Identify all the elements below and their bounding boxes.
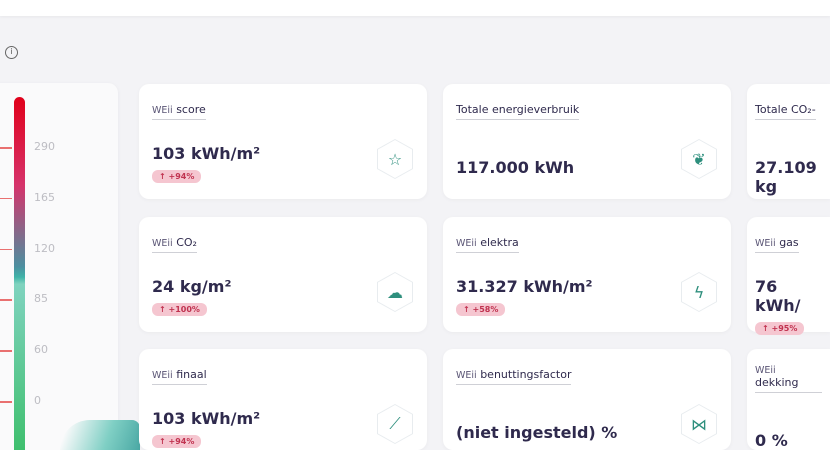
card-label-prefix: WEii bbox=[456, 238, 477, 249]
kpi-card[interactable]: Totale CO₂- 27.109 kg bbox=[747, 84, 830, 199]
info-icon[interactable]: i bbox=[5, 46, 18, 59]
icon-hexagon: ☆ bbox=[377, 139, 413, 179]
leaf-icon: ❦ bbox=[682, 140, 716, 178]
decorative-shape bbox=[60, 420, 140, 450]
icon-hexagon: ❦ bbox=[681, 139, 717, 179]
gauge-tick-label: 120 bbox=[34, 241, 55, 255]
kpi-card[interactable]: WEii gas 76 kWh/ ↑ +95% bbox=[747, 217, 830, 335]
card-label: WEii gas bbox=[755, 236, 799, 253]
kpi-card[interactable]: WEii elektra 31.327 kWh/m² ↑ +58% ϟ bbox=[443, 217, 731, 332]
card-label-prefix: WEii bbox=[755, 365, 776, 376]
card-label-prefix: WEii bbox=[456, 370, 477, 381]
card-label-text: finaal bbox=[176, 368, 207, 381]
lightning-icon: ϟ bbox=[682, 273, 716, 311]
star-icon: ☆ bbox=[378, 140, 412, 178]
change-badge: ↑ +94% bbox=[152, 435, 202, 448]
cloud-icon: ☁ bbox=[378, 273, 412, 311]
gauge-tick-label: 0 bbox=[34, 394, 41, 407]
gauge-tick bbox=[0, 401, 12, 403]
network-icon: ⋈ bbox=[682, 405, 716, 443]
chart-icon: ⟋ bbox=[378, 405, 412, 443]
card-label-text: gas bbox=[779, 236, 799, 249]
gauge-tick-label: 85 bbox=[34, 292, 48, 306]
card-value: 103 kWh/m² bbox=[152, 409, 261, 428]
kpi-card[interactable]: WEii score 103 kWh/m² ↑ +94% ☆ bbox=[139, 84, 427, 199]
change-badge: ↑ +94% bbox=[152, 170, 202, 183]
top-bar bbox=[0, 0, 830, 16]
gauge-tick-label: 165 bbox=[34, 190, 55, 204]
card-label-text: score bbox=[176, 103, 206, 116]
gauge-tick bbox=[0, 350, 12, 352]
card-value: 24 kg/m² bbox=[152, 277, 232, 296]
gauge-tick bbox=[0, 299, 12, 301]
card-label: WEii score bbox=[152, 103, 206, 120]
change-badge: ↑ +58% bbox=[456, 303, 506, 316]
change-badge: ↑ +100% bbox=[152, 303, 207, 316]
card-label-prefix: WEii bbox=[152, 370, 173, 381]
card-value: 103 kWh/m² bbox=[152, 144, 261, 163]
card-label: WEii benuttingsfactor bbox=[456, 368, 572, 385]
gauge-tick-label: 290 bbox=[34, 140, 55, 153]
card-label: WEii finaal bbox=[152, 368, 207, 385]
change-badge: ↑ +95% bbox=[755, 322, 805, 335]
card-value: 76 kWh/ bbox=[755, 277, 801, 315]
card-value: 0 % bbox=[755, 431, 788, 450]
card-value: (niet ingesteld) % bbox=[456, 423, 618, 442]
card-label: Totale energieverbruik bbox=[456, 103, 580, 120]
card-label-prefix: WEii bbox=[152, 238, 173, 249]
card-label-text: CO₂ bbox=[176, 236, 197, 249]
gauge-bar bbox=[14, 97, 25, 450]
card-label: WEii CO₂ bbox=[152, 236, 197, 253]
card-value: 31.327 kWh/m² bbox=[456, 277, 593, 296]
gauge-tick bbox=[0, 248, 12, 251]
gauge-tick bbox=[0, 197, 12, 200]
card-label-text: elektra bbox=[480, 236, 519, 249]
gauge-tick-label: 60 bbox=[34, 343, 48, 357]
kpi-card[interactable]: WEii finaal 103 kWh/m² ↑ +94% ⟋ bbox=[139, 349, 427, 450]
gauge-tick bbox=[0, 147, 12, 149]
card-label: Totale CO₂- bbox=[755, 103, 816, 120]
card-value: 27.109 kg bbox=[755, 158, 817, 196]
card-label: WEii elektra bbox=[456, 236, 519, 253]
kpi-card[interactable]: Totale energieverbruik 117.000 kWh ❦ bbox=[443, 84, 731, 199]
card-value: 117.000 kWh bbox=[456, 158, 575, 177]
card-label-prefix: WEii bbox=[152, 105, 173, 116]
card-label: WEii dekking bbox=[755, 363, 822, 393]
card-label-text: dekking bbox=[755, 376, 799, 389]
card-label-text: benuttingsfactor bbox=[480, 368, 572, 381]
card-label-prefix: WEii bbox=[755, 238, 776, 249]
kpi-card[interactable]: WEii benuttingsfactor (niet ingesteld) % ⋈ bbox=[443, 349, 731, 450]
kpi-card[interactable]: WEii dekking 0 % bbox=[747, 349, 830, 450]
kpi-card[interactable]: WEii CO₂ 24 kg/m² ↑ +100% ☁ bbox=[139, 217, 427, 332]
card-label-text: Totale energieverbruik bbox=[456, 103, 580, 116]
card-label-text: Totale CO₂- bbox=[755, 103, 816, 116]
